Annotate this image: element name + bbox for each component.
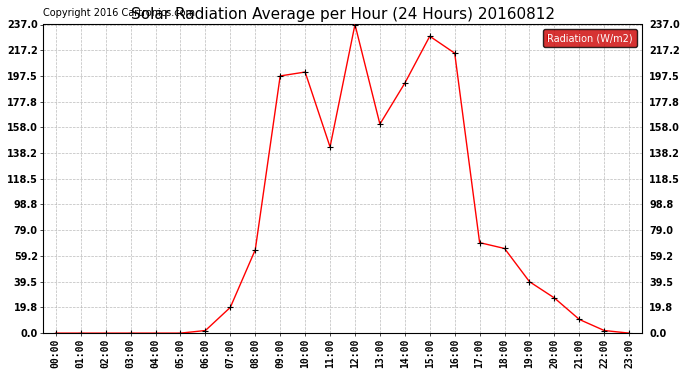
Legend: Radiation (W/m2): Radiation (W/m2) xyxy=(544,29,637,47)
Text: Copyright 2016 Cartronics.com: Copyright 2016 Cartronics.com xyxy=(43,8,195,18)
Title: Solar Radiation Average per Hour (24 Hours) 20160812: Solar Radiation Average per Hour (24 Hou… xyxy=(130,7,555,22)
